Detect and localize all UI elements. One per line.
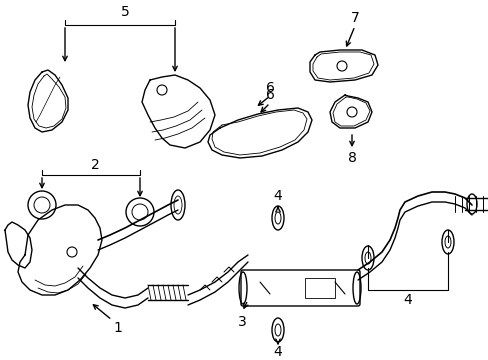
Text: 4: 4: [403, 293, 411, 307]
Bar: [305, 278, 334, 298]
Text: 8: 8: [347, 151, 356, 165]
Text: 7: 7: [350, 11, 359, 25]
Text: 6: 6: [265, 81, 274, 95]
Text: 4: 4: [273, 345, 282, 359]
Text: 3: 3: [237, 315, 246, 329]
Text: 2: 2: [90, 158, 99, 172]
Text: 5: 5: [121, 5, 129, 19]
Text: 1: 1: [113, 321, 122, 335]
Text: 4: 4: [273, 189, 282, 203]
Text: 6: 6: [265, 88, 274, 102]
